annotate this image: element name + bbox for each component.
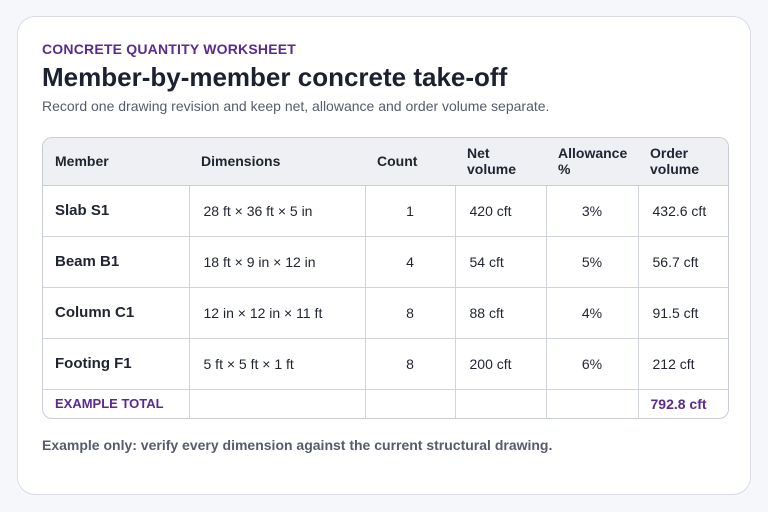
table-row: Footing F1 5 ft × 5 ft × 1 ft 8 200 cft … bbox=[43, 338, 728, 390]
dimensions-cell: 18 ft × 9 in × 12 in bbox=[189, 236, 366, 288]
column-header-member: Member bbox=[43, 138, 189, 186]
count-cell: 1 bbox=[365, 185, 456, 237]
column-header-allowance: Allowance % bbox=[546, 138, 638, 186]
total-label: EXAMPLE TOTAL bbox=[43, 389, 190, 418]
allowance-cell: 4% bbox=[546, 287, 639, 339]
net-volume-cell: 420 cft bbox=[455, 185, 547, 237]
column-header-dimensions: Dimensions bbox=[189, 138, 365, 186]
total-order-volume: 792.8 cft bbox=[650, 395, 707, 412]
net-volume-cell: 54 cft bbox=[455, 236, 547, 288]
worksheet-card: CONCRETE QUANTITY WORKSHEET Member-by-me… bbox=[17, 16, 751, 495]
member-cell: Footing F1 bbox=[43, 338, 190, 390]
page-title: Member-by-member concrete take-off bbox=[42, 62, 508, 92]
empty-cell bbox=[455, 389, 547, 418]
empty-cell bbox=[189, 389, 366, 418]
page-subtitle: Record one drawing revision and keep net… bbox=[42, 98, 550, 114]
net-volume-cell: 88 cft bbox=[455, 287, 547, 339]
takeoff-table-container: Member Dimensions Count Net volume Allow… bbox=[42, 137, 729, 419]
column-header-count: Count bbox=[365, 138, 455, 186]
member-cell: Column C1 bbox=[43, 287, 190, 339]
table-row: Beam B1 18 ft × 9 in × 12 in 4 54 cft 5%… bbox=[43, 236, 728, 288]
table-header-row: Member Dimensions Count Net volume Allow… bbox=[43, 138, 728, 186]
order-volume-cell: 432.6 cft bbox=[638, 185, 728, 237]
total-row: EXAMPLE TOTAL 792.8 cft bbox=[43, 389, 728, 418]
dimensions-cell: 12 in × 12 in × 11 ft bbox=[189, 287, 366, 339]
order-volume-cell: 91.5 cft bbox=[638, 287, 728, 339]
net-volume-cell: 200 cft bbox=[455, 338, 547, 390]
dimensions-cell: 28 ft × 36 ft × 5 in bbox=[189, 185, 366, 237]
count-cell: 8 bbox=[365, 338, 456, 390]
order-volume-cell: 212 cft bbox=[638, 338, 728, 390]
dimensions-cell: 5 ft × 5 ft × 1 ft bbox=[189, 338, 366, 390]
allowance-cell: 3% bbox=[546, 185, 639, 237]
table-row: Column C1 12 in × 12 in × 11 ft 8 88 cft… bbox=[43, 287, 728, 339]
empty-cell bbox=[365, 389, 456, 418]
count-cell: 8 bbox=[365, 287, 456, 339]
allowance-cell: 5% bbox=[546, 236, 639, 288]
worksheet-eyebrow: CONCRETE QUANTITY WORKSHEET bbox=[42, 41, 297, 57]
member-cell: Slab S1 bbox=[43, 185, 190, 237]
empty-cell bbox=[546, 389, 639, 418]
count-cell: 4 bbox=[365, 236, 456, 288]
column-header-order-volume: Order volume bbox=[638, 138, 728, 186]
member-cell: Beam B1 bbox=[43, 236, 190, 288]
column-header-net-volume: Net volume bbox=[455, 138, 546, 186]
allowance-cell: 6% bbox=[546, 338, 639, 390]
takeoff-table: Member Dimensions Count Net volume Allow… bbox=[43, 138, 728, 418]
order-volume-cell: 56.7 cft bbox=[638, 236, 728, 288]
footnote: Example only: verify every dimension aga… bbox=[42, 437, 553, 453]
table-row: Slab S1 28 ft × 36 ft × 5 in 1 420 cft 3… bbox=[43, 185, 728, 237]
